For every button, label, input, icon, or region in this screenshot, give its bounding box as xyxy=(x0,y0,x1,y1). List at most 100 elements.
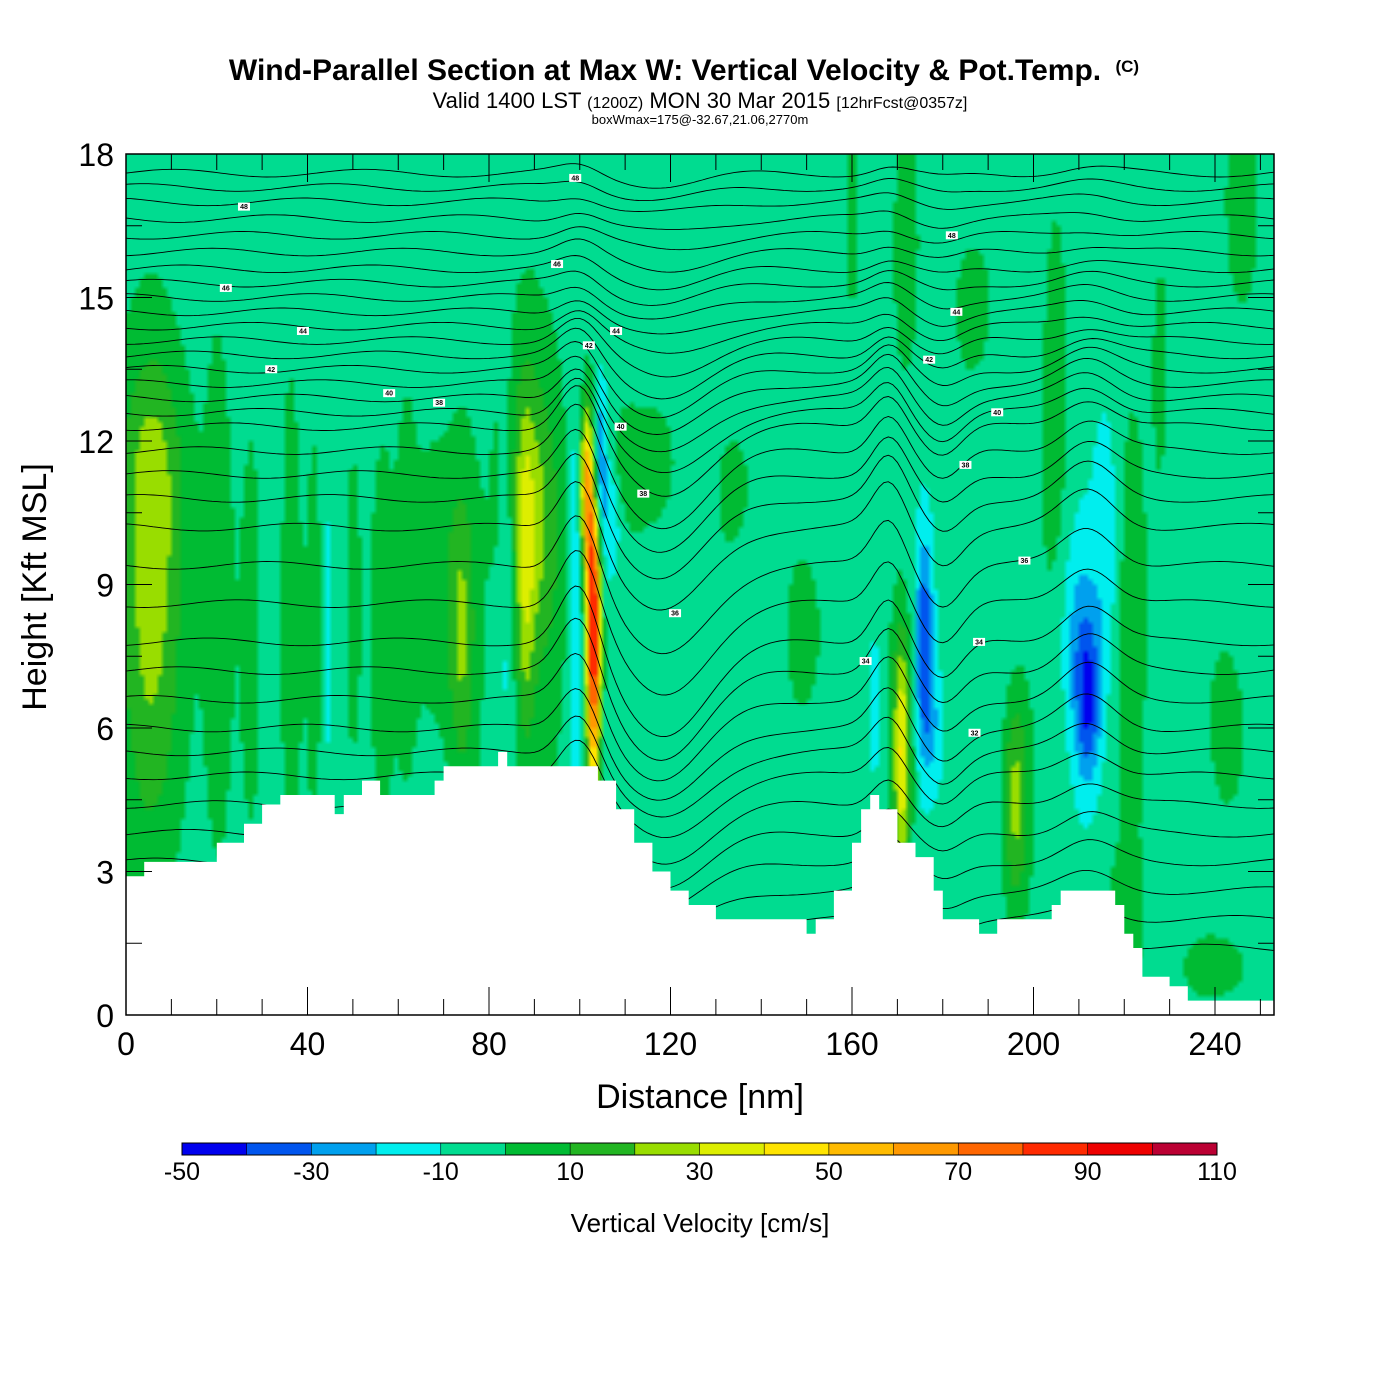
terrain-mask xyxy=(126,751,1274,1015)
colorbar-tick-label: 90 xyxy=(1074,1158,1102,1186)
x-tick-label: 120 xyxy=(644,1026,697,1062)
copyright-mark: (C) xyxy=(1115,57,1139,76)
x-tick-label: 0 xyxy=(117,1026,135,1062)
colorbar: -50 -30 -10 10 30 50 70 90 110 xyxy=(164,1142,1237,1186)
isentrope-line xyxy=(126,282,1274,320)
colorbar-swatch xyxy=(182,1143,248,1155)
valid-utc: (1200Z) xyxy=(587,95,643,112)
isentrope-line xyxy=(126,428,1274,553)
x-tick-label: 80 xyxy=(471,1026,507,1062)
contour-label-text: 34 xyxy=(862,659,870,666)
colorbar-tick-label: -10 xyxy=(423,1158,459,1186)
x-tick-label: 200 xyxy=(1007,1026,1060,1062)
contour-label-text: 36 xyxy=(1021,558,1029,565)
x-axis: 0 40 80 120 160 200 240 xyxy=(117,154,1261,1062)
contour-label: 38 xyxy=(637,489,650,498)
isentrope-line xyxy=(126,403,1274,530)
isentrope-line xyxy=(126,317,1274,378)
isentrope-line xyxy=(126,377,1274,474)
contour-label-text: 42 xyxy=(267,367,275,374)
contour-label: 32 xyxy=(968,728,981,737)
y-tick-label: 6 xyxy=(96,711,114,747)
colorbar-swatch xyxy=(828,1143,895,1155)
forecast-info: [12hrFcst@0357z] xyxy=(836,95,967,112)
contour-label: 48 xyxy=(569,173,582,182)
x-tick-label: 40 xyxy=(290,1026,326,1062)
contour-label: 48 xyxy=(945,231,958,240)
contour-label-text: 48 xyxy=(571,175,579,182)
contour-label: 38 xyxy=(959,460,972,469)
contour-label: 40 xyxy=(991,408,1004,417)
contour-labels: 48 48 48 46 46 44 44 44 42 42 42 40 40 40 38 38 38 36 36 34… xyxy=(219,173,1031,737)
colorbar-swatch xyxy=(699,1143,765,1155)
contour-label: 48 xyxy=(237,202,250,211)
isentrope-line xyxy=(126,687,1274,801)
contour-label-text: 44 xyxy=(612,328,620,335)
contour-label: 46 xyxy=(551,260,564,269)
isentrope-line xyxy=(126,255,1274,291)
valid-date: MON 30 Mar 2015 xyxy=(649,88,830,113)
contour-label-text: 42 xyxy=(585,343,593,350)
isentrope-line xyxy=(126,585,1274,738)
isentrope-line xyxy=(126,353,1274,435)
contour-label: 42 xyxy=(923,355,936,364)
contour-label: 34 xyxy=(973,637,986,646)
chart-title: Wind-Parallel Section at Max W: Vertical… xyxy=(229,54,1139,87)
isentrope-line xyxy=(126,739,1274,839)
y-tick-label: 12 xyxy=(78,424,114,460)
contour-label: 42 xyxy=(265,365,278,374)
contour-label-text: 46 xyxy=(553,262,561,269)
isentrope-line xyxy=(126,297,1274,335)
isentrope-line xyxy=(126,341,1274,419)
x-tick-label: 240 xyxy=(1188,1026,1241,1062)
contour-label-text: 40 xyxy=(617,424,625,431)
isentrope-line xyxy=(126,192,1274,212)
y-axis-label: Height [Kft MSL] xyxy=(16,463,54,711)
x-axis-label: Distance [nm] xyxy=(596,1078,804,1116)
contour-label-text: 44 xyxy=(299,328,307,335)
isentrope-line xyxy=(126,210,1274,230)
colorbar-swatch xyxy=(1152,1143,1218,1155)
colorbar-swatch xyxy=(376,1143,442,1155)
contour-label: 42 xyxy=(582,341,595,350)
y-tick-label: 18 xyxy=(78,137,114,173)
contour-label: 44 xyxy=(610,326,623,335)
y-tick-label: 9 xyxy=(96,568,114,604)
contour-label-text: 38 xyxy=(962,462,970,469)
contour-label-text: 44 xyxy=(952,309,960,316)
y-tick-label: 0 xyxy=(96,998,114,1034)
contour-label-text: 42 xyxy=(925,357,933,364)
colorbar-tick-label: 110 xyxy=(1197,1158,1237,1186)
colorbar-swatch xyxy=(505,1143,571,1155)
y-tick-label: 3 xyxy=(96,855,114,891)
contour-label-text: 38 xyxy=(639,491,647,498)
isentrope-line xyxy=(126,270,1274,306)
colorbar-tick-label: -50 xyxy=(164,1158,200,1186)
colorbar-swatch xyxy=(634,1143,700,1155)
contour-label-text: 48 xyxy=(240,204,248,211)
valid-time: Valid 1400 LST (1200Z) MON 30 Mar 2015 [… xyxy=(433,88,968,113)
isentrope-line xyxy=(126,366,1274,453)
contour-label: 36 xyxy=(1018,556,1031,565)
contour-label: 38 xyxy=(433,398,446,407)
isentrope-line xyxy=(126,327,1274,400)
isentrope-line xyxy=(126,226,1274,251)
contour-label: 34 xyxy=(859,657,872,666)
contour-label-text: 32 xyxy=(971,730,979,737)
colorbar-swatch xyxy=(1087,1143,1153,1155)
isentrope-line xyxy=(126,453,1274,580)
contour-label-text: 40 xyxy=(993,410,1001,417)
contour-label: 36 xyxy=(669,609,682,618)
isentrope-line xyxy=(126,515,1274,655)
colorbar-tick-label: -30 xyxy=(293,1158,329,1186)
x-tick-label: 160 xyxy=(825,1026,878,1062)
colorbar-swatch xyxy=(246,1143,312,1155)
colorbar-tick-label: 70 xyxy=(944,1158,972,1186)
contour-label: 44 xyxy=(950,307,963,316)
contour-label: 46 xyxy=(219,283,232,292)
colorbar-swatch xyxy=(1022,1143,1089,1155)
isentrope-line xyxy=(126,238,1274,273)
y-tick-label: 15 xyxy=(78,281,114,317)
